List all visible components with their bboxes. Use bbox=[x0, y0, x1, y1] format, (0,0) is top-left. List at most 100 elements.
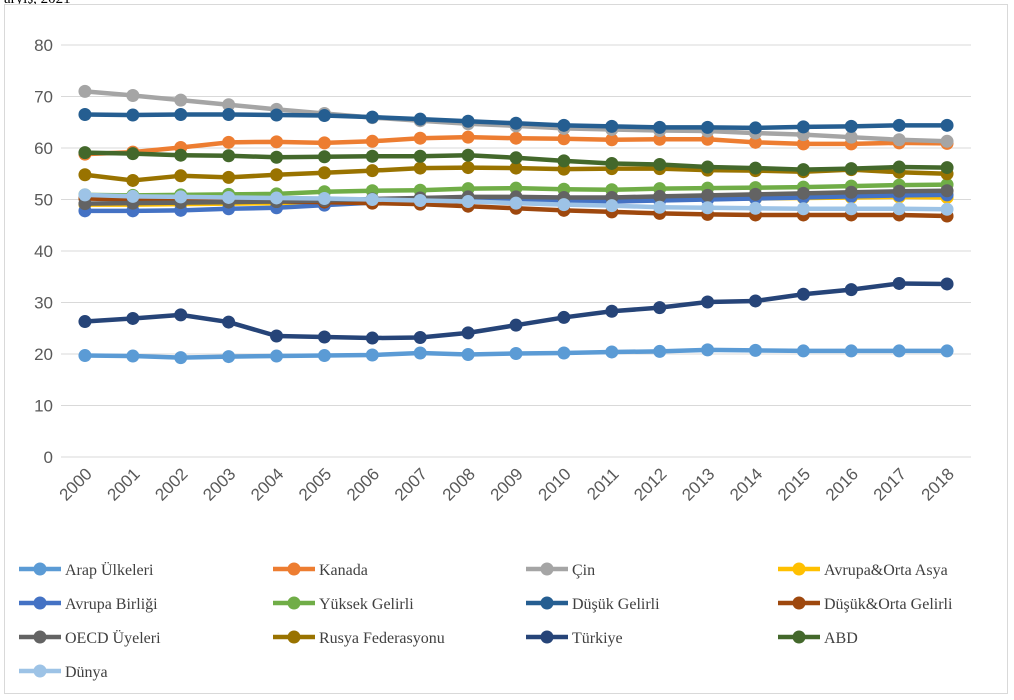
y-axis-tick-labels: 0 10 20 30 40 50 60 70 80 bbox=[34, 36, 53, 467]
legend-item: Çin bbox=[526, 562, 595, 579]
top-fragment-text: aryış, 2021 bbox=[4, 0, 71, 8]
data-point bbox=[796, 344, 810, 358]
data-point bbox=[222, 135, 236, 149]
series-Düşük Gelirli bbox=[78, 108, 954, 135]
data-point bbox=[509, 346, 523, 360]
legend-swatch-marker bbox=[792, 630, 806, 644]
legend-item: Avrupa Birliği bbox=[19, 596, 158, 613]
data-point bbox=[892, 160, 906, 174]
data-point bbox=[509, 318, 523, 332]
legend-swatch-marker bbox=[792, 562, 806, 576]
legend-item: Düşük Gelirli bbox=[526, 596, 660, 613]
data-point bbox=[461, 161, 475, 175]
data-point bbox=[844, 185, 858, 199]
x-tick-label: 2000 bbox=[56, 464, 96, 504]
x-tick-label: 2017 bbox=[870, 464, 910, 504]
data-point bbox=[461, 348, 475, 362]
data-point bbox=[557, 346, 571, 360]
data-point bbox=[892, 184, 906, 198]
data-point bbox=[413, 331, 427, 345]
legend-label: Türkiye bbox=[572, 630, 623, 647]
data-point bbox=[365, 348, 379, 362]
legend-label: ABD bbox=[824, 630, 858, 647]
data-point bbox=[78, 168, 92, 182]
data-point bbox=[365, 110, 379, 124]
legend-swatch-marker bbox=[33, 630, 47, 644]
data-point bbox=[126, 173, 140, 187]
data-point bbox=[701, 343, 715, 357]
data-point bbox=[222, 170, 236, 184]
data-point bbox=[796, 202, 810, 216]
legend-swatch-marker bbox=[287, 630, 301, 644]
gridlines bbox=[61, 44, 971, 458]
y-tick-label: 40 bbox=[34, 242, 53, 261]
data-point bbox=[126, 189, 140, 203]
data-point bbox=[748, 201, 762, 215]
data-point bbox=[748, 187, 762, 201]
data-point bbox=[174, 351, 188, 365]
legend-item: Avrupa&Orta Asya bbox=[778, 562, 948, 579]
data-point bbox=[270, 150, 284, 164]
data-point bbox=[940, 161, 954, 175]
data-point bbox=[317, 330, 331, 344]
data-point bbox=[892, 133, 906, 147]
y-tick-label: 50 bbox=[34, 191, 53, 210]
x-tick-label: 2016 bbox=[822, 464, 862, 504]
x-tick-label: 2013 bbox=[678, 464, 718, 504]
legend-item: Arap Ülkeleri bbox=[19, 561, 154, 579]
data-point bbox=[653, 301, 667, 315]
data-point bbox=[605, 199, 619, 213]
data-point bbox=[748, 135, 762, 149]
data-point bbox=[605, 304, 619, 318]
data-point bbox=[653, 120, 667, 134]
legend-swatch-marker bbox=[540, 630, 554, 644]
data-point bbox=[509, 161, 523, 175]
data-point bbox=[222, 108, 236, 122]
y-tick-label: 70 bbox=[34, 88, 53, 107]
y-tick-label: 60 bbox=[34, 139, 53, 158]
data-point bbox=[509, 196, 523, 210]
series-ABD bbox=[78, 146, 954, 177]
legend-swatch-marker bbox=[33, 664, 47, 678]
data-point bbox=[461, 130, 475, 144]
data-point bbox=[413, 161, 427, 175]
legend-label: Arap Ülkeleri bbox=[65, 561, 154, 579]
data-point bbox=[796, 137, 810, 151]
legend-label: Düşük Gelirli bbox=[572, 596, 660, 613]
data-point bbox=[174, 308, 188, 322]
data-point bbox=[270, 349, 284, 363]
data-point bbox=[317, 191, 331, 205]
data-point bbox=[892, 344, 906, 358]
data-point bbox=[365, 149, 379, 163]
x-tick-label: 2015 bbox=[774, 464, 814, 504]
data-point bbox=[222, 149, 236, 163]
legend-item: Rusya Federasyonu bbox=[273, 630, 445, 647]
data-point bbox=[844, 130, 858, 144]
legend-swatch-marker bbox=[540, 562, 554, 576]
x-tick-label: 2001 bbox=[103, 464, 143, 504]
data-point bbox=[701, 120, 715, 134]
legend-item: Düşük&Orta Gelirli bbox=[778, 596, 953, 613]
data-point bbox=[509, 131, 523, 145]
data-point bbox=[844, 162, 858, 176]
data-point bbox=[126, 108, 140, 122]
x-tick-label: 2008 bbox=[439, 464, 479, 504]
data-point bbox=[701, 295, 715, 309]
data-point bbox=[653, 189, 667, 203]
data-point bbox=[270, 329, 284, 343]
data-point bbox=[317, 349, 331, 363]
legend-swatch-marker bbox=[792, 596, 806, 610]
x-tick-label: 2010 bbox=[535, 464, 575, 504]
data-point bbox=[605, 119, 619, 133]
data-point bbox=[413, 194, 427, 208]
x-axis-tick-labels: 2000 2001 2002 2003 2004 2005 2006 2007 2008 2009… bbox=[56, 464, 958, 504]
data-point bbox=[796, 287, 810, 301]
data-point bbox=[892, 276, 906, 290]
data-point bbox=[78, 84, 92, 98]
legend-item: Yüksek Gelirli bbox=[273, 596, 414, 613]
legend-label: OECD Üyeleri bbox=[65, 629, 161, 647]
x-tick-label: 2004 bbox=[247, 464, 287, 504]
chart-area: 0 10 20 30 40 50 60 70 80 2000 2001 2002 2003 2004 20… bbox=[4, 4, 1008, 694]
legend-label: Çin bbox=[572, 562, 595, 579]
